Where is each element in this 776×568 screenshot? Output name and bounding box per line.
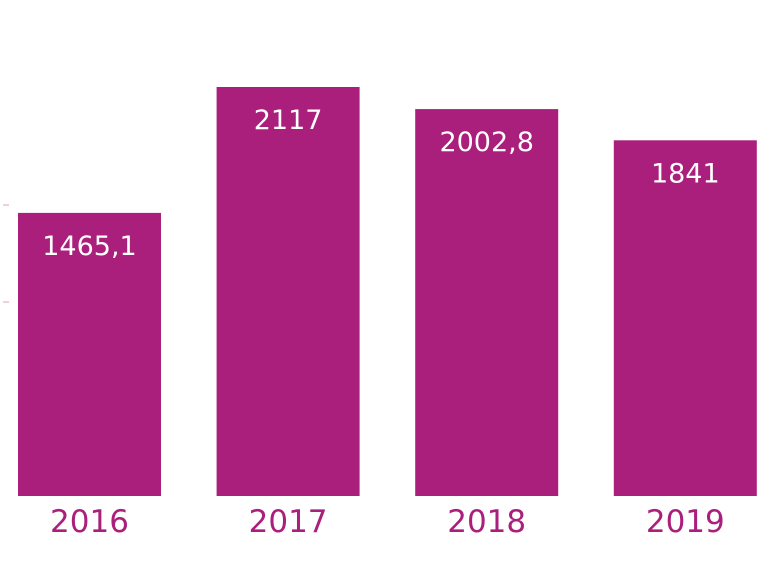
- category-label-2018: 2018: [447, 504, 526, 540]
- value-label-2017: 2117: [254, 105, 323, 136]
- category-label-2019: 2019: [646, 504, 725, 540]
- value-label-2019: 1841: [651, 158, 720, 189]
- category-label-2016: 2016: [50, 504, 129, 540]
- bar-2019: [613, 140, 757, 497]
- category-labels-group: 2016 2017 2018 2019: [50, 504, 725, 540]
- bar-2017: [216, 87, 360, 496]
- bar-2018: [415, 109, 559, 496]
- y-axis-ticks: [3, 204, 9, 303]
- value-label-2016: 1465,1: [42, 231, 136, 262]
- bar-2016: [18, 212, 161, 496]
- value-label-2018: 2002,8: [439, 127, 533, 158]
- category-label-2017: 2017: [249, 504, 328, 540]
- bars-group: [18, 87, 757, 497]
- value-labels-group: 1465,1 2117 2002,8 1841: [42, 105, 719, 262]
